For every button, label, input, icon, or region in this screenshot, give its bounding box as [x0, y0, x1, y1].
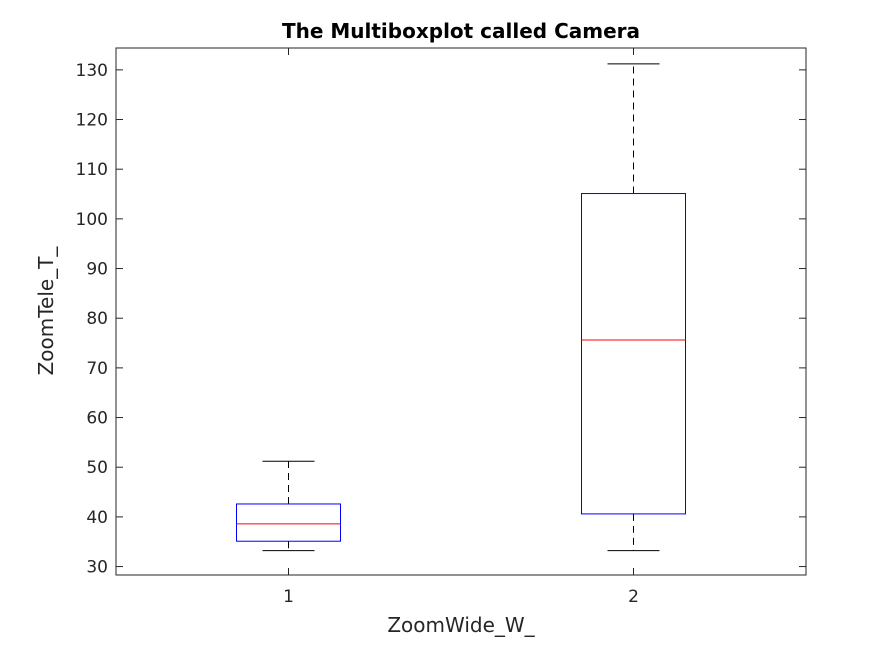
- ticks-layer: 30 40 50 60 70 80 90 100 110 120 130 1 2: [76, 48, 806, 607]
- y-tick-label: 80: [86, 309, 108, 329]
- iqr-box: [581, 193, 686, 515]
- y-tick-label: 130: [76, 61, 108, 81]
- chart-title: The Multiboxplot called Camera: [282, 19, 640, 43]
- box-group-1: [236, 460, 341, 552]
- y-tick-label: 30: [86, 558, 108, 578]
- x-tick-label: 1: [283, 587, 294, 607]
- y-tick-label: 50: [86, 458, 108, 478]
- y-tick-label: 70: [86, 359, 108, 379]
- y-tick-label: 90: [86, 260, 108, 280]
- x-axis-label: ZoomWide_W_: [387, 613, 535, 637]
- y-tick-label: 120: [76, 111, 108, 131]
- box-group-2: [581, 63, 686, 552]
- axes-layer: [115, 47, 807, 576]
- x-tick-label: 2: [628, 587, 639, 607]
- y-axis-label: ZoomTele_T_: [34, 246, 58, 376]
- y-tick-label: 100: [76, 210, 108, 230]
- iqr-box: [236, 503, 341, 542]
- y-tick-label: 110: [76, 160, 108, 180]
- plot-area-background: [116, 48, 806, 575]
- y-tick-label: 40: [86, 508, 108, 528]
- y-tick-label: 60: [86, 409, 108, 429]
- boxes-layer: [236, 63, 686, 552]
- axes-frame: [115, 47, 807, 576]
